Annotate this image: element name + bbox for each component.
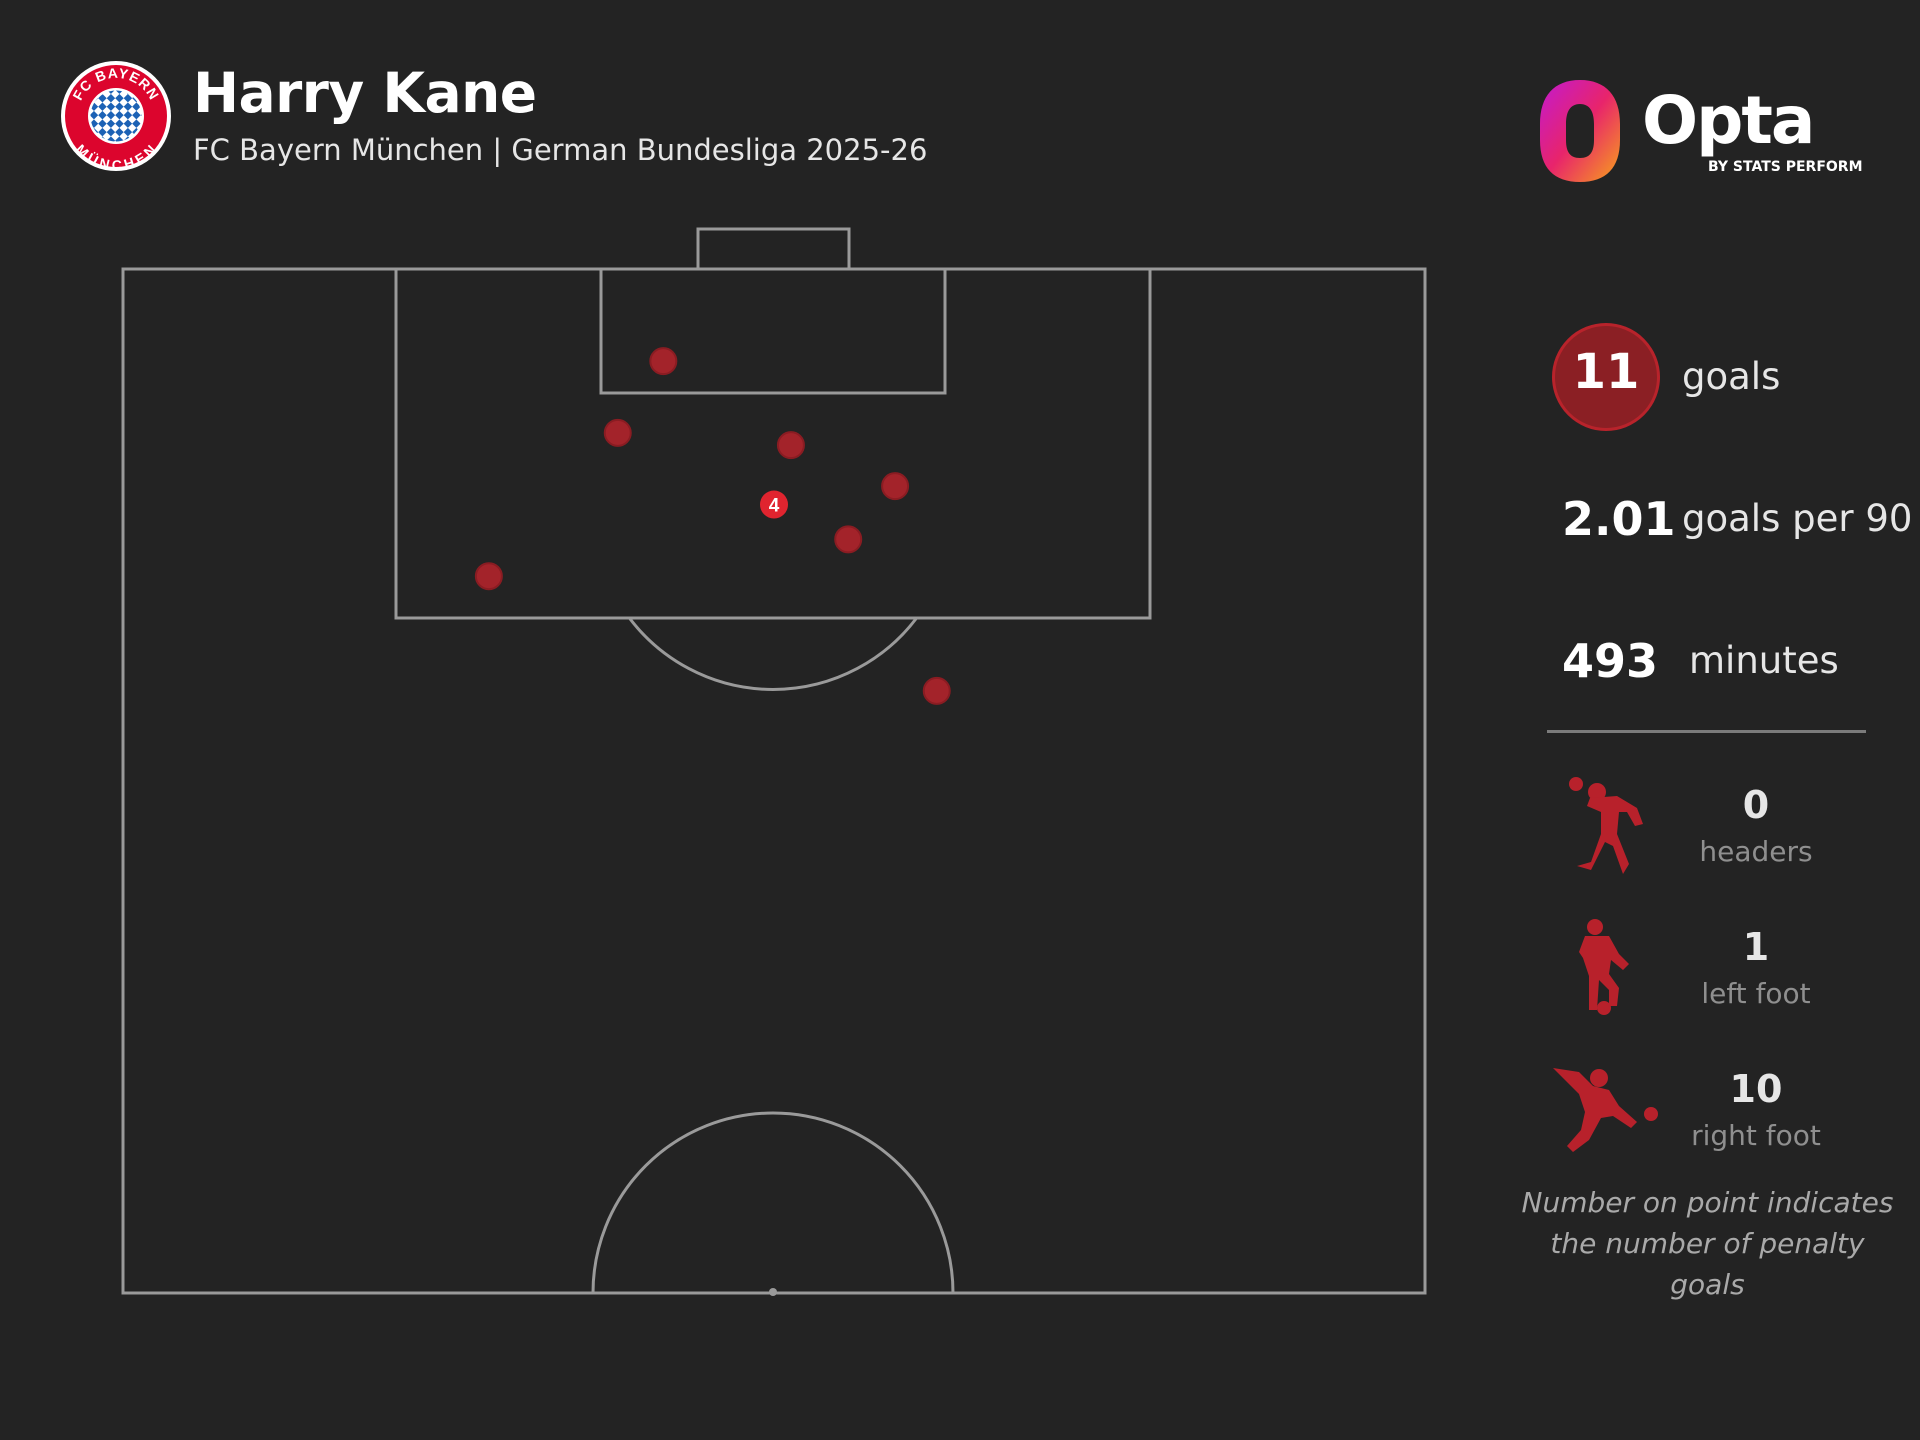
subtitle: FC Bayern München | German Bundesliga 20… — [193, 133, 928, 167]
left-foot-silhouette-icon — [1579, 919, 1629, 1015]
opta-wordmark: Opta — [1642, 82, 1815, 159]
fc-bayern-crest-icon: FC BAYERN MÜNCHEN — [61, 61, 171, 172]
right-foot-silhouette-icon — [1553, 1068, 1658, 1152]
penalty-note-line-1: Number on point indicates — [1521, 1186, 1894, 1219]
goal-point — [776, 431, 805, 460]
left-foot-label: left foot — [1701, 977, 1811, 1010]
center-spot — [769, 1288, 777, 1296]
goals-per-90-value: 2.01 — [1562, 492, 1676, 546]
goal-point — [834, 525, 863, 554]
goals-value: 11 — [1572, 344, 1640, 400]
goal-point — [649, 347, 678, 376]
right-foot-label: right foot — [1691, 1119, 1821, 1152]
penalty-area — [394, 267, 1152, 620]
center-circle-arc — [591, 1111, 955, 1294]
six-yard-box — [599, 267, 947, 395]
left-foot-value: 1 — [1742, 925, 1770, 969]
goals-label: goals — [1682, 355, 1781, 398]
headers-value: 0 — [1742, 783, 1770, 827]
penalty-arc — [628, 617, 918, 691]
goal-point — [474, 562, 503, 591]
goal-point — [881, 472, 910, 501]
goal-point — [922, 676, 951, 705]
penalty-note: Number on point indicates the number of … — [1520, 1182, 1895, 1305]
headers-label: headers — [1699, 835, 1813, 868]
opta-byline: BY STATS PERFORM — [1708, 159, 1863, 175]
right-foot-value: 10 — [1729, 1067, 1783, 1111]
pitch-outline — [121, 267, 1427, 1295]
stats-divider — [1547, 730, 1866, 733]
goals-per-90-label: goals per 90 — [1682, 497, 1913, 540]
penalty-note-line-2: the number of penalty goals — [1550, 1227, 1865, 1301]
pitch-lines — [121, 227, 1427, 1295]
penalty-count-label: 4 — [769, 496, 780, 517]
minutes-value: 493 — [1562, 634, 1659, 688]
player-name: Harry Kane — [193, 61, 537, 125]
opta-logo: Opta BY STATS PERFORM — [1530, 74, 1863, 186]
goal-point — [603, 418, 632, 447]
opta-mark-icon — [1540, 80, 1620, 182]
penalty-goal-point — [760, 490, 788, 519]
goals-badge — [1552, 323, 1660, 431]
header-silhouette-icon — [1569, 777, 1643, 874]
goal-points: 4 — [474, 347, 951, 705]
minutes-label: minutes — [1689, 639, 1839, 682]
goal-frame — [696, 227, 851, 271]
